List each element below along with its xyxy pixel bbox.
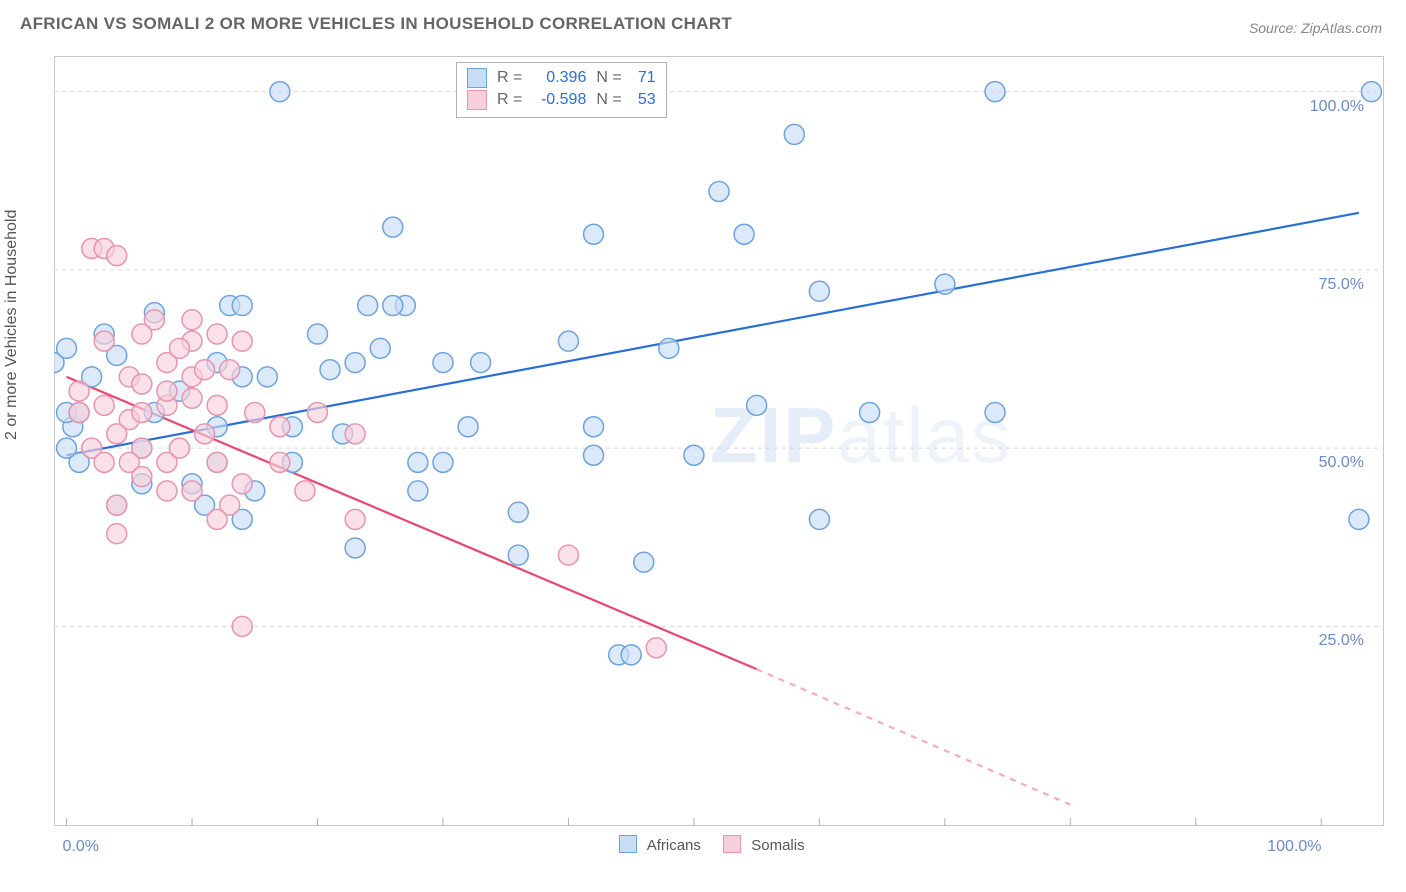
y-tick-label: 50.0% <box>1319 454 1364 472</box>
stats-r-label: R = <box>497 67 522 89</box>
y-axis-label: 2 or more Vehicles in Household <box>3 210 21 440</box>
plot-svg <box>54 56 1384 826</box>
stats-n-value-africans: 71 <box>632 67 656 89</box>
y-tick-label: 25.0% <box>1319 632 1364 650</box>
legend-label-somalis: Somalis <box>751 837 804 854</box>
stats-r-label: R = <box>497 89 522 111</box>
chart-container: AFRICAN VS SOMALI 2 OR MORE VEHICLES IN … <box>0 0 1406 892</box>
stats-row-somalis: R = -0.598 N = 53 <box>467 89 656 111</box>
stats-r-value-africans: 0.396 <box>532 67 586 89</box>
legend-swatch-africans <box>619 835 637 853</box>
y-tick-label: 75.0% <box>1319 276 1364 294</box>
correlation-stats-box: R = 0.396 N = 71 R = -0.598 N = 53 <box>456 62 667 118</box>
legend-swatch-africans <box>467 68 487 88</box>
stats-n-value-somalis: 53 <box>632 89 656 111</box>
stats-n-label: N = <box>596 89 621 111</box>
source-attribution: Source: ZipAtlas.com <box>1249 20 1382 36</box>
legend-swatch-somalis <box>467 90 487 110</box>
y-tick-label: 100.0% <box>1310 98 1364 116</box>
stats-n-label: N = <box>596 67 621 89</box>
legend-bottom: Africans Somalis <box>0 835 1406 854</box>
chart-title: AFRICAN VS SOMALI 2 OR MORE VEHICLES IN … <box>20 14 732 34</box>
stats-row-africans: R = 0.396 N = 71 <box>467 67 656 89</box>
legend-swatch-somalis <box>723 835 741 853</box>
stats-r-value-somalis: -0.598 <box>532 89 586 111</box>
legend-label-africans: Africans <box>647 837 701 854</box>
